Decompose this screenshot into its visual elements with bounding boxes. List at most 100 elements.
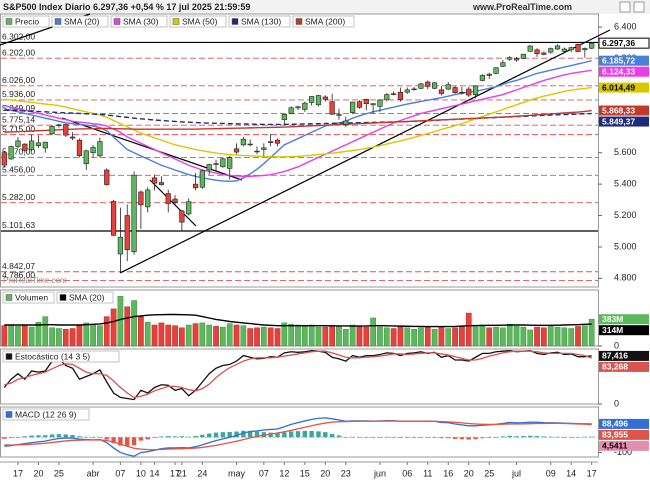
candle-body [145,189,151,208]
candle-body [268,141,274,143]
histogram-bar [282,432,287,438]
histogram-bar [29,435,34,438]
volume-bar [308,324,315,347]
candle-body [431,82,438,89]
value-badge [599,429,649,440]
histogram-bar [118,437,123,446]
x-tick-label: 10 [136,468,146,478]
volume-bar [69,328,76,347]
legend-swatch [172,18,180,25]
x-tick-label: 20 [33,468,43,478]
level-label: 5.849,09 [2,103,35,113]
volume-bar [56,328,62,347]
value-badge [599,325,649,336]
histogram-bar [179,436,185,438]
histogram-bar [439,437,444,439]
candle-body [322,96,328,100]
candle-body [227,157,233,169]
volume-bar [8,324,14,347]
volume-bar [35,321,42,347]
histogram-bar [268,432,273,438]
candle-body [418,83,424,89]
x-tick-label: 21 [177,468,187,478]
series-line [4,420,592,451]
value-badge-label: 6.014,49 [602,82,635,92]
legend-swatch [231,18,239,25]
candle-body [356,101,363,108]
x-tick-label: 14 [566,468,576,478]
histogram-bar [295,431,301,438]
volume-bar [315,326,322,347]
histogram-bar [234,431,239,438]
volume-bar [151,324,158,347]
histogram-bar [288,431,294,438]
candle-body [22,143,28,151]
candle-body [206,164,212,171]
histogram-bar [104,437,109,440]
candle-body [302,102,308,110]
volume-bar [397,326,404,347]
candle-body [493,67,499,74]
histogram-bar [357,437,362,438]
volume-bar [144,321,151,347]
chart-title: S&P500 Index Diario 6.297,36 +0,54 % 17 … [3,2,250,12]
legend-box [2,408,90,421]
value-badge [599,105,649,116]
histogram-bar [548,436,553,438]
histogram-bar [138,437,144,441]
candle-body [391,93,397,95]
legend-label: Precio [15,16,39,26]
volume-bar [281,322,288,347]
candle-body [343,120,349,125]
candle-body [70,136,76,139]
watermark: ProRealTime.com [3,276,67,285]
x-tick-label: 11 [423,468,432,478]
histogram-bar [172,436,178,438]
candle-body [452,87,458,93]
candle-body [479,75,486,81]
histogram-bar [316,431,321,438]
trend-line [149,179,197,227]
histogram-bar [466,437,471,440]
histogram-bar [56,434,62,438]
volume-bar [404,327,411,347]
legend-box [56,291,114,304]
x-tick-label: 20 [464,468,474,478]
histogram-bar [473,437,478,440]
legend-label: SMA (200) [305,16,345,26]
legend-swatch [59,294,67,301]
histogram-bar [411,437,417,438]
histogram-bar [186,436,191,438]
histogram-bar [500,436,506,438]
y-tick-label: 0 [614,340,619,350]
level-label: 5.936,00 [2,89,35,99]
histogram-bar [521,436,526,438]
volume-bar [534,326,540,347]
candle-body [384,94,390,100]
legend-label: MACD (12 26 9) [15,409,77,419]
volume-bar [62,328,69,347]
volume-bar [206,324,213,347]
value-badge-label: 6.185,72 [602,55,635,65]
candle-body [138,191,144,206]
candle-body [438,89,445,94]
candle-body [329,101,335,115]
histogram-bar [555,436,560,438]
x-tick-label: 06 [402,468,412,478]
histogram-bar [514,436,519,438]
candle-body [179,210,185,223]
histogram-bar [90,437,96,438]
histogram-bar [377,437,383,438]
candle-body [520,53,526,59]
value-badge [599,418,649,429]
y-tick-label: 5.400 [614,178,637,188]
series-line [4,69,592,177]
histogram-bar [418,437,424,438]
window-button[interactable] [633,1,645,13]
histogram-bar [487,437,492,438]
window-button[interactable] [619,1,631,13]
title-bar [0,0,650,14]
candle-body [350,101,356,113]
candle-body [554,45,561,50]
